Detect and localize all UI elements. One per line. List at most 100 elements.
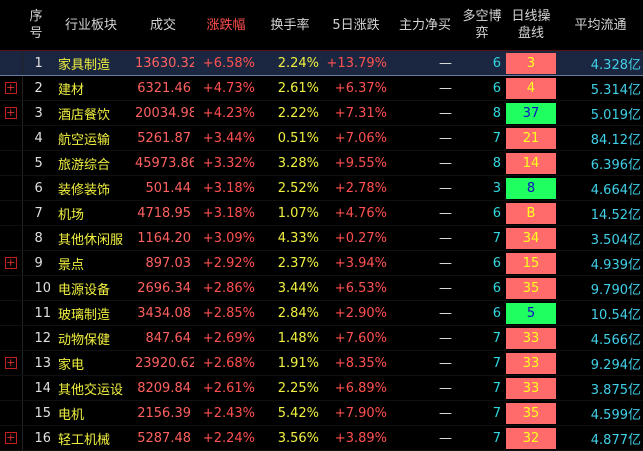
line-signal: 33 — [506, 377, 556, 399]
cell: +3.89% — [322, 425, 390, 451]
table-row[interactable]: +14其他交运设8209.84+2.61%2.25%+6.89%—7333.87… — [0, 375, 643, 401]
cell: 动物保健 — [50, 325, 132, 351]
table-row[interactable]: +16 轻工机械 5287.48 +2.24% 3.56% +3.89% —7 32 4.877… — [0, 425, 643, 451]
line-signal: 32 — [506, 427, 556, 449]
cell: 8 — [460, 150, 504, 176]
column-header[interactable]: 日线操盘线 — [504, 0, 558, 51]
cell: 轻工机械 — [50, 425, 132, 451]
cell: 7 — [460, 425, 504, 451]
table-row[interactable]: +5旅游综合45973.86+3.32%3.28%+9.55%—8146.396… — [0, 150, 643, 176]
table-row[interactable]: +3 酒店餐饮 20034.98 +4.23% 2.22% +7.31% —8 37 5.019… — [0, 100, 643, 126]
table-row[interactable]: +8其他休闲服1164.20+3.09%4.33%+0.27%—7343.504… — [0, 225, 643, 251]
cell: 501.44 — [132, 175, 194, 201]
cell: 酒店餐饮 — [50, 100, 132, 126]
cell: 6 — [460, 75, 504, 101]
cell: +4.73% — [194, 75, 258, 101]
cell: +2.68% — [194, 350, 258, 376]
expand-cell: + — [0, 125, 23, 151]
cell: 玻璃制造 — [50, 300, 132, 326]
line-signal: 33 — [506, 352, 556, 374]
cell: +2.69% — [194, 325, 258, 351]
expand-cell: + — [0, 375, 23, 401]
expand-icon[interactable]: + — [4, 81, 17, 94]
column-header[interactable]: 5日涨跌 — [322, 0, 390, 51]
cell: 2.24% — [258, 50, 322, 76]
column-header[interactable]: 行业板块 — [50, 0, 132, 51]
cell: 7 — [460, 325, 504, 351]
line-signal: 34 — [506, 227, 556, 249]
cell: +7.31% — [322, 100, 390, 126]
expand-cell: + — [0, 50, 23, 76]
table-row[interactable]: +13 家电 23920.62 +2.68% 1.91% +8.35% —7 33 9.294亿 — [0, 350, 643, 376]
line-signal: B — [506, 202, 556, 224]
cell: 16 — [22, 425, 50, 451]
cell: +6.37% — [322, 75, 390, 101]
cell: 3 — [22, 100, 50, 126]
column-header[interactable]: 平均流通 — [558, 0, 643, 51]
column-header[interactable]: 涨跌幅 — [194, 0, 258, 51]
cell: 航空运输 — [50, 125, 132, 151]
line-signal: 33 — [506, 327, 556, 349]
cell: +7.60% — [322, 325, 390, 351]
cell: 45973.86 — [132, 150, 194, 176]
column-header[interactable]: 主力净买 — [390, 0, 460, 51]
cell: 其他休闲服 — [50, 225, 132, 251]
cell: +2.86% — [194, 275, 258, 301]
column-header[interactable]: 多空博弈 — [460, 0, 504, 51]
cell: 7 — [460, 125, 504, 151]
table-row[interactable]: +1家具制造13630.32+6.58%2.24%+13.79%—634.328… — [0, 50, 643, 76]
table-row[interactable]: +9 景点 897.03 +2.92% 2.37% +3.94% —6 15 4.939亿 — [0, 250, 643, 276]
cell: 家具制造 — [50, 50, 132, 76]
cell: 6321.46 — [132, 75, 194, 101]
cell: — — [390, 125, 460, 151]
expand-cell: + — [0, 75, 23, 101]
expand-icon[interactable]: + — [4, 431, 17, 444]
cell: +2.24% — [194, 425, 258, 451]
cell: +6.89% — [322, 375, 390, 401]
expand-icon[interactable]: + — [4, 356, 17, 369]
cell: 10 — [22, 275, 50, 301]
expand-cell: + — [0, 100, 23, 126]
expand-cell: + — [0, 275, 23, 301]
column-header[interactable]: 换手率 — [258, 0, 322, 51]
cell: 4.664亿 — [558, 175, 643, 201]
line-signal-cell: 33 — [504, 375, 558, 401]
cell: — — [390, 375, 460, 401]
cell: 4.877亿 — [558, 425, 643, 451]
cell: — — [390, 350, 460, 376]
cell: — — [390, 225, 460, 251]
table-row[interactable]: +10电源设备2696.34+2.86%3.44%+6.53%—6359.790… — [0, 275, 643, 301]
cell: 1164.20 — [132, 225, 194, 251]
column-header[interactable]: 序号 — [22, 0, 50, 51]
expand-icon[interactable]: + — [4, 106, 17, 119]
cell: 5261.87 — [132, 125, 194, 151]
cell: +3.18% — [194, 175, 258, 201]
expand-cell: + — [0, 425, 23, 451]
header-blank — [0, 0, 22, 51]
line-signal-cell: 34 — [504, 225, 558, 251]
table-row[interactable]: +2 建材 6321.46 +4.73% 2.61% +6.37% —6 4 5.314亿 — [0, 75, 643, 101]
cell: 4.566亿 — [558, 325, 643, 351]
cell: 3.56% — [258, 425, 322, 451]
expand-cell: + — [0, 300, 23, 326]
cell: 23920.62 — [132, 350, 194, 376]
cell: +6.58% — [194, 50, 258, 76]
cell: +3.44% — [194, 125, 258, 151]
column-header[interactable]: 成交 — [132, 0, 194, 51]
cell: 1.48% — [258, 325, 322, 351]
expand-icon[interactable]: + — [4, 256, 17, 269]
cell: 7 — [460, 350, 504, 376]
cell: 9 — [22, 250, 50, 276]
cell: — — [390, 425, 460, 451]
cell: +2.61% — [194, 375, 258, 401]
cell: 897.03 — [132, 250, 194, 276]
cell: 3.504亿 — [558, 225, 643, 251]
cell: 建材 — [50, 75, 132, 101]
cell: 11 — [22, 300, 50, 326]
expand-cell: + — [0, 350, 23, 376]
